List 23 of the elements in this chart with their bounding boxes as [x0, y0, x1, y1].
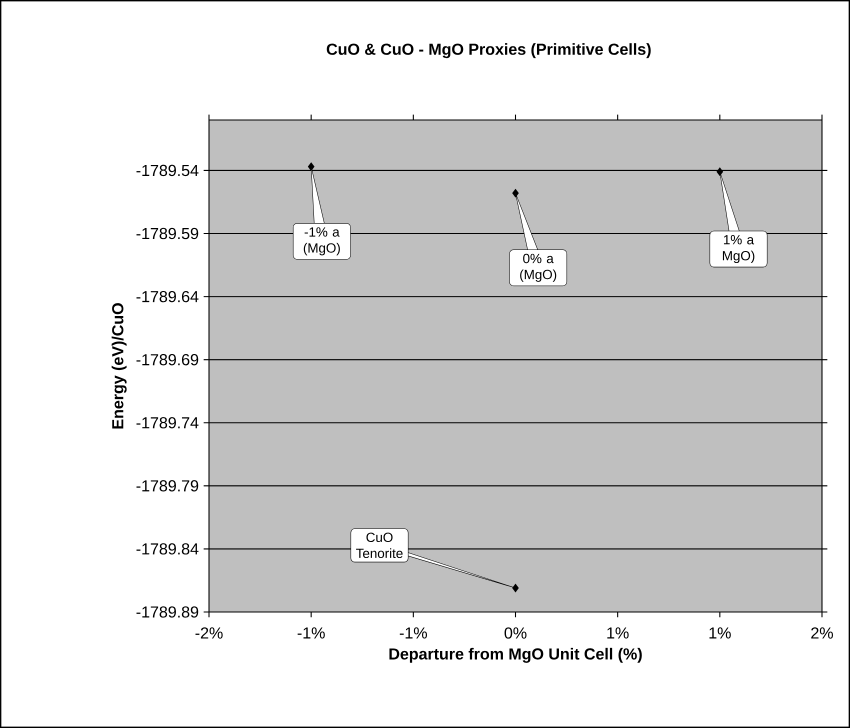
annotation: 1% a MgO) [722, 235, 754, 264]
x-tick-label: -1% [400, 627, 427, 639]
x-tick-label: 1% [607, 627, 629, 639]
y-axis-title: Energy (eV)/CuO [112, 303, 127, 428]
annotation: CuO Tenorite [356, 532, 403, 558]
y-tick-label: -1789.64 [136, 290, 198, 302]
x-tick-label: -1% [298, 627, 325, 639]
point [512, 584, 519, 592]
y-tick-label: -1789.89 [136, 606, 198, 618]
y-tick-label: -1789.79 [136, 480, 198, 492]
y-tick-label: -1789.59 [136, 228, 198, 240]
y-tick-label: -1789.74 [136, 417, 198, 428]
annotation: 0% a (MgO) [520, 254, 556, 282]
x-tick-label: -2% [195, 627, 223, 639]
annotation: -1% a (MgO) [304, 227, 340, 256]
y-tick-label: -1789.84 [136, 543, 198, 555]
y-tick-label: -1789.69 [136, 354, 198, 366]
x-tick-label: 0% [504, 627, 526, 639]
y-tick-label: -1789.54 [136, 164, 198, 176]
chart-title: CuO & CuO - MgO Proxies (Primitive Cells) [326, 43, 651, 58]
x-axis-title: Departure from MgO Unit Cell (%) [389, 648, 642, 663]
x-tick-label: 2% [811, 627, 833, 639]
x-tick-label: 1% [709, 627, 731, 639]
